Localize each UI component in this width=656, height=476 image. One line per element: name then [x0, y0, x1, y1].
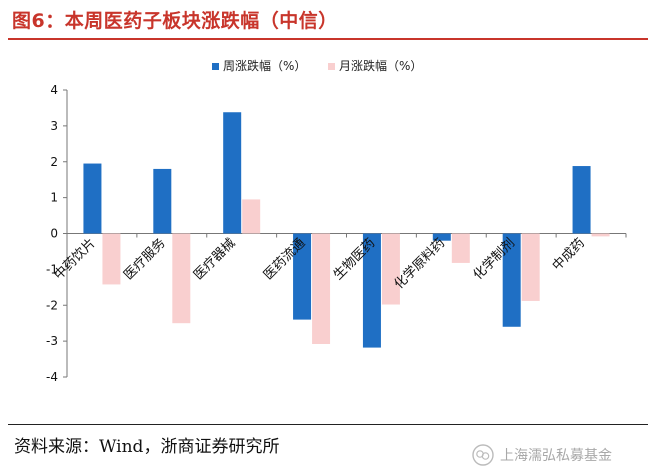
x-category-label: 中成药: [550, 236, 588, 274]
weekly-bar-3: [223, 112, 242, 234]
y-tick-label: 4: [50, 83, 58, 97]
x-category-label: 医疗器械: [191, 236, 238, 283]
legend-label-2: 月涨跌幅（%）: [339, 58, 422, 73]
monthly-bar-6: [451, 233, 470, 263]
monthly-bar-1: [102, 233, 121, 285]
weekly-bar-6: [432, 233, 451, 241]
y-tick-label: -1: [46, 262, 58, 276]
y-tick-label: 1: [50, 191, 58, 205]
title-bar: 图6：本周医药子板块涨跌幅（中信）: [0, 0, 656, 38]
monthly-bar-3: [242, 199, 261, 234]
monthly-bar-8: [591, 233, 610, 237]
x-category-label: 中药饮片: [51, 236, 98, 283]
legend-swatch-1: [212, 63, 219, 70]
monthly-bar-2: [172, 233, 191, 324]
y-tick-label: 0: [50, 227, 58, 241]
monthly-bar-5: [381, 233, 400, 305]
weekly-bar-1: [83, 163, 102, 234]
watermark-text: 上海濡弘私募基金: [500, 448, 612, 464]
legend-swatch-2: [328, 63, 335, 70]
title-divider: [8, 38, 648, 40]
wechat-icon: [472, 444, 494, 466]
weekly-bar-5: [362, 233, 381, 348]
weekly-bar-4: [293, 233, 312, 320]
monthly-bar-4: [312, 233, 331, 344]
y-tick-label: -3: [46, 334, 58, 348]
monthly-bar-7: [521, 233, 540, 301]
source-note: 资料来源：Wind，浙商证券研究所: [14, 437, 280, 457]
weekly-bar-7: [502, 233, 521, 327]
y-tick-label: -2: [46, 298, 58, 312]
footer-divider: [8, 424, 648, 425]
bar-chart: 周涨跌幅（%） 月涨跌幅（%）43210-1-2-3-4中药饮片 医疗服务 医疗器械医…: [46, 58, 627, 384]
watermark: 上海濡弘私募基金: [472, 444, 612, 466]
weekly-bar-2: [153, 168, 172, 234]
y-tick-label: -4: [46, 370, 58, 384]
chart-title: 图6：本周医药子板块涨跌幅（中信）: [12, 10, 338, 32]
legend-label-1: 周涨跌幅（%）: [223, 58, 306, 73]
weekly-bar-8: [572, 166, 591, 234]
y-tick-label: 3: [50, 119, 58, 133]
x-category-label: 医疗服务: [121, 235, 169, 283]
y-tick-label: 2: [50, 155, 58, 169]
